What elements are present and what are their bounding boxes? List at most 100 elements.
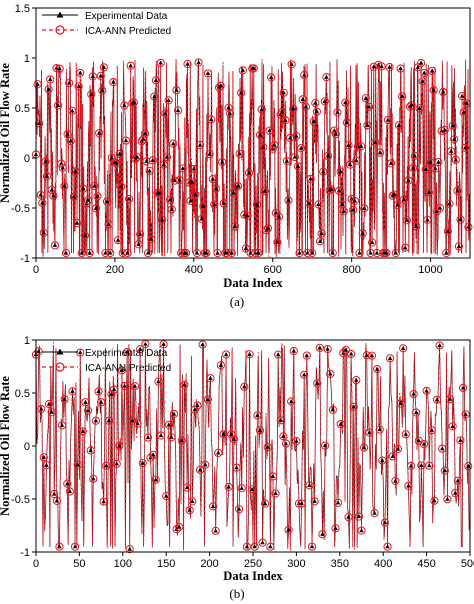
x-tick-label: 400 (374, 558, 392, 570)
experimental-point-marker (104, 199, 110, 204)
predicted-point-marker (290, 152, 299, 162)
predicted-point-marker (203, 69, 213, 78)
experimental-point-marker (315, 380, 320, 385)
predicted-point-marker (322, 72, 331, 82)
predicted-point-marker (224, 482, 233, 491)
predicted-point-marker (164, 96, 173, 105)
predicted-point-marker (312, 107, 322, 116)
predicted-point-marker (428, 66, 437, 76)
experimental-point-marker (174, 87, 179, 92)
experimental-point-marker (196, 60, 201, 65)
experimental-point-marker (40, 200, 45, 205)
predicted-point-marker (267, 73, 276, 82)
experimental-point-marker (114, 160, 119, 165)
predicted-point-marker (345, 160, 355, 169)
predicted-point-marker (451, 488, 460, 498)
predicted-point-marker (271, 489, 280, 498)
experimental-point-marker (65, 481, 70, 486)
experimental-point-marker (123, 138, 129, 143)
predicted-point-marker (57, 421, 67, 430)
predicted-point-marker (418, 77, 427, 86)
experimental-point-marker (231, 436, 237, 441)
predicted-point-marker (352, 376, 361, 385)
experimental-point-marker (398, 65, 403, 71)
experimental-point-marker (208, 375, 213, 380)
predicted-point-marker (210, 200, 219, 209)
experimental-point-marker (142, 131, 148, 136)
experimental-point-marker (367, 430, 372, 435)
experimental-point-marker (408, 463, 414, 468)
experimental-point-marker (303, 104, 309, 109)
predicted-point-marker (268, 472, 278, 481)
predicted-point-marker (318, 530, 327, 539)
predicted-point-marker (147, 235, 156, 244)
experimental-point-marker (291, 348, 296, 353)
experimental-point-marker (77, 70, 83, 75)
experimental-point-marker (306, 200, 312, 205)
experimental-point-marker (316, 201, 321, 206)
experimental-point-marker (313, 100, 318, 105)
predicted-point-marker (188, 497, 197, 506)
experimental-point-marker (339, 201, 345, 207)
panel-a-legend: Experimental Data ICA-ANN Predicted (42, 11, 171, 37)
predicted-point-marker (123, 248, 132, 258)
experimental-point-marker (338, 421, 343, 426)
predicted-point-marker (256, 130, 265, 140)
predicted-point-marker (221, 350, 231, 359)
predicted-point-marker (162, 152, 172, 162)
predicted-point-marker (205, 150, 214, 159)
experimental-point-marker (213, 186, 219, 191)
predicted-point-marker (66, 136, 75, 146)
panel-a-x-axis-label: Data Index (223, 276, 283, 290)
experimental-point-marker (304, 353, 310, 358)
experimental-point-marker (395, 202, 400, 207)
predicted-point-marker (195, 465, 205, 474)
predicted-point-marker (386, 354, 395, 363)
predicted-point-marker (132, 153, 142, 162)
experimental-point-marker (38, 192, 43, 197)
experimental-point-marker (247, 351, 252, 356)
predicted-point-marker (211, 184, 221, 193)
experimental-point-marker (445, 228, 451, 233)
predicted-point-marker (287, 60, 296, 69)
panel-b-caption: (b) (229, 586, 244, 601)
experimental-point-marker (395, 446, 401, 451)
experimental-point-marker (294, 438, 299, 443)
x-tick-label: 400 (185, 264, 203, 276)
experimental-point-marker (150, 452, 156, 457)
predicted-point-marker (227, 430, 236, 439)
experimental-point-marker (346, 142, 351, 147)
predicted-point-marker (173, 106, 183, 115)
experimental-point-marker (63, 250, 69, 255)
experimental-point-marker (322, 98, 328, 103)
experimental-point-marker (297, 250, 302, 255)
predicted-point-marker (364, 102, 374, 111)
x-tick-label: 300 (287, 558, 305, 570)
legend-label-experimental: Experimental Data (85, 11, 168, 22)
predicted-point-marker (320, 97, 329, 106)
experimental-point-marker (286, 527, 291, 532)
predicted-point-marker (159, 160, 168, 169)
predicted-point-marker (432, 395, 442, 404)
predicted-point-marker (310, 497, 319, 506)
x-tick-label: 50 (73, 558, 85, 570)
predicted-point-marker (419, 439, 429, 449)
experimental-point-marker (109, 391, 114, 396)
predicted-point-marker (331, 130, 340, 139)
predicted-point-marker (315, 237, 325, 246)
predicted-point-marker (97, 398, 106, 407)
x-tick-label: 0 (33, 558, 39, 570)
predicted-point-marker (368, 238, 377, 247)
experimental-point-marker (101, 64, 107, 69)
x-tick-label: 450 (417, 558, 435, 570)
predicted-point-marker (38, 198, 47, 207)
experimental-point-marker (415, 64, 421, 69)
predicted-point-marker (406, 461, 416, 470)
predicted-point-marker (281, 439, 291, 448)
predicted-point-marker (199, 202, 208, 211)
experimental-point-marker (171, 411, 177, 416)
predicted-point-marker (50, 241, 60, 250)
predicted-point-marker (224, 103, 233, 113)
predicted-point-marker (63, 130, 72, 139)
experimental-point-marker (57, 66, 62, 71)
